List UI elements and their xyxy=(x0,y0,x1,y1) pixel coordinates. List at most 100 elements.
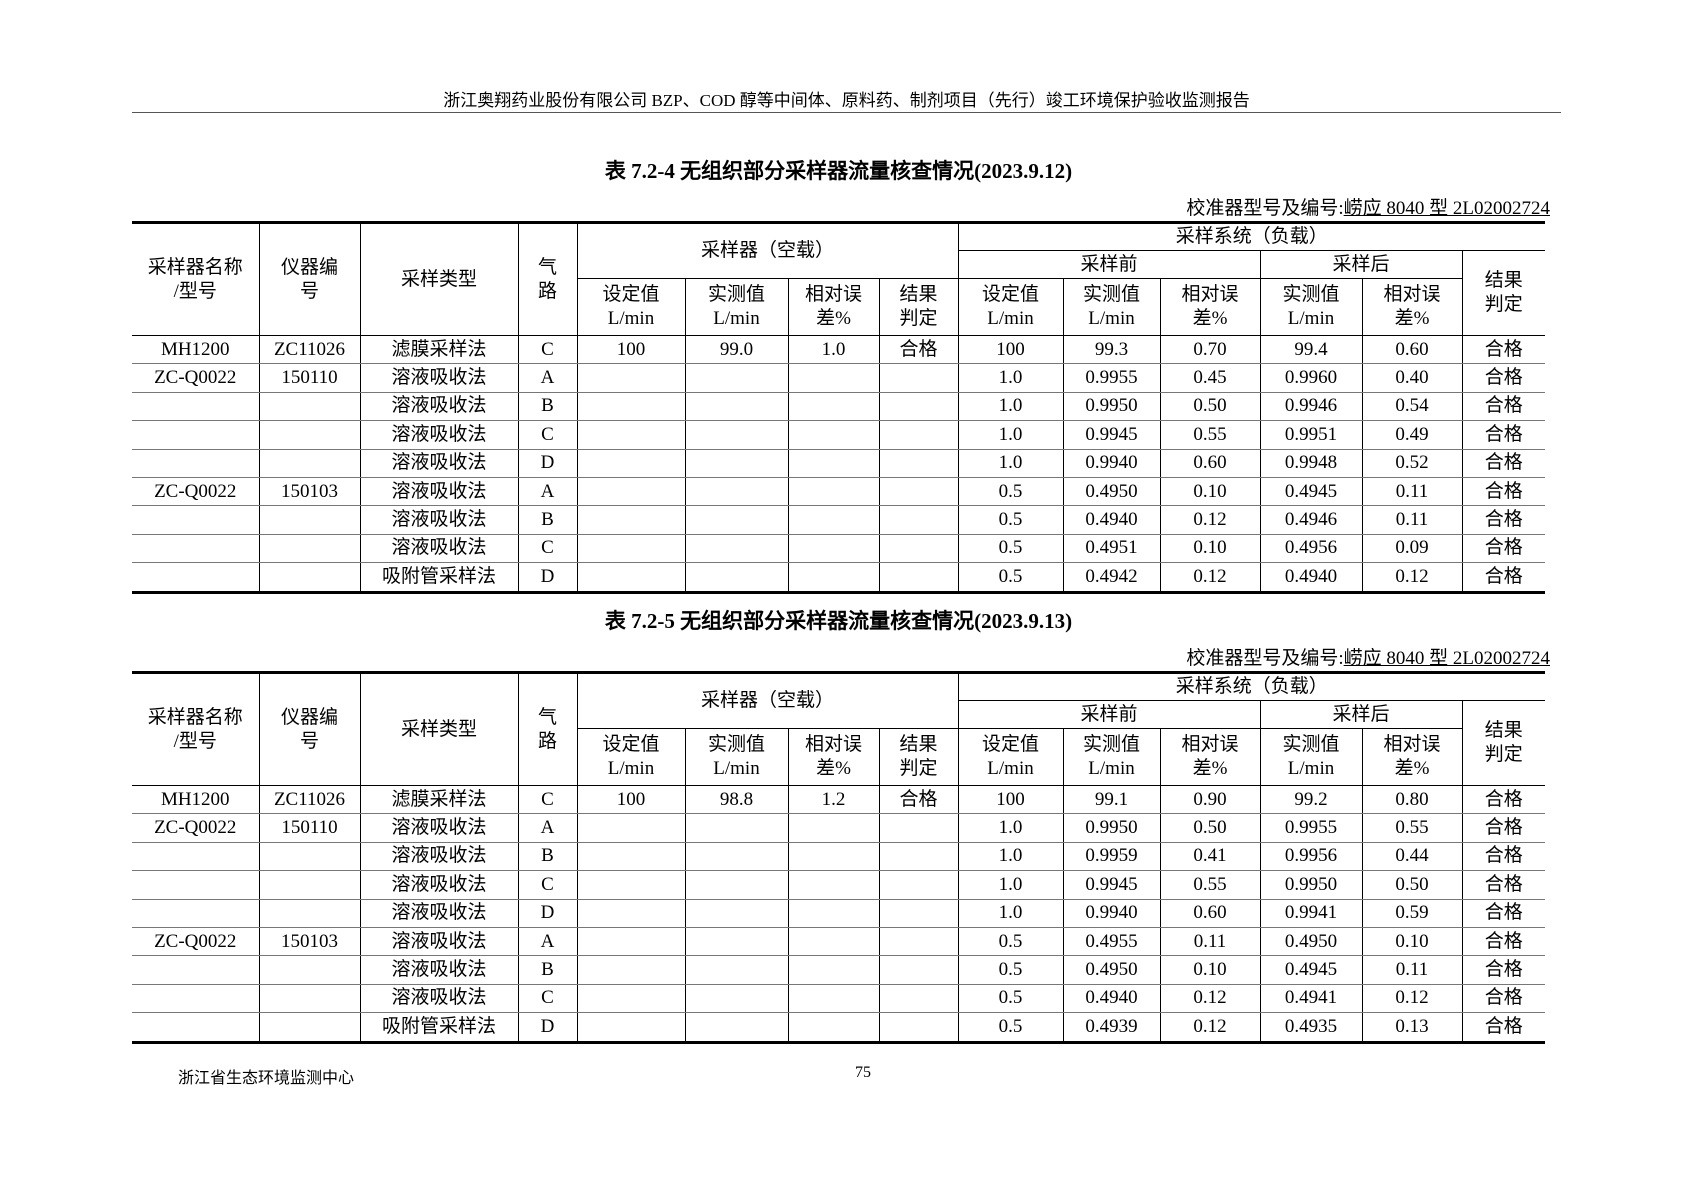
cell-noload-measured xyxy=(684,533,789,564)
header-line: L/min xyxy=(1287,758,1335,779)
cell-after-measured: 0.9941 xyxy=(1259,898,1363,928)
cell-noload-error xyxy=(787,476,880,507)
cell-sampling-type: 溶液吸收法 xyxy=(359,476,519,507)
cell-noload-measured xyxy=(684,841,789,872)
cell-before-error: 0.12 xyxy=(1159,1012,1261,1044)
cell-sampler-name xyxy=(132,898,260,928)
cell-noload-result xyxy=(878,870,959,900)
cell-noload-measured: 98.8 xyxy=(684,784,789,815)
cell-after-measured: 0.9951 xyxy=(1259,420,1363,450)
header-line: 仪器编 xyxy=(280,256,338,278)
cell-before-set: 100 xyxy=(957,334,1064,365)
header-line: 设定值 xyxy=(602,284,660,305)
cell-noload-set xyxy=(576,898,686,928)
cell-noload-error: 1.2 xyxy=(787,784,880,815)
table-header: 采样器名称/型号 仪器编号采样类型气路采样器（空载） 采样系统（负载） 采样前 采样后结… xyxy=(132,221,1546,336)
cell-gas-path: D xyxy=(517,562,578,594)
cell-result: 合格 xyxy=(1461,784,1546,815)
cell-noload-measured xyxy=(684,983,789,1014)
calibration-label: 校准器型号及编号: xyxy=(1186,198,1344,219)
cell-instrument-id xyxy=(258,533,361,564)
cell-noload-set xyxy=(576,562,686,594)
cell-sampler-name xyxy=(132,533,260,564)
cell-noload-error xyxy=(787,363,880,393)
cell-sampling-type: 吸附管采样法 xyxy=(359,562,519,594)
cell-sampling-type: 溶液吸收法 xyxy=(359,391,519,422)
header-line: L/min xyxy=(713,758,760,779)
header-line: 实测值 xyxy=(707,284,765,305)
cell-gas-path: A xyxy=(517,476,578,507)
cell-before-error: 0.55 xyxy=(1159,420,1261,450)
header-line: 设定值 xyxy=(982,284,1040,305)
cell-sampler-name xyxy=(132,841,260,872)
header-row: 设定值 L/min 实测值 L/min 相对误 差% 结果 判定 设定值 L/min 实测值 L/mi… xyxy=(132,728,1545,786)
cell-before-measured: 0.4950 xyxy=(1062,955,1161,985)
header-line: 差% xyxy=(1192,308,1228,329)
cell-before-set: 0.5 xyxy=(957,533,1064,564)
cell-sampler-name xyxy=(132,870,260,900)
cell-noload-measured xyxy=(684,1012,789,1044)
cell-sampling-type: 滤膜采样法 xyxy=(359,334,519,365)
cell-result: 合格 xyxy=(1461,870,1546,900)
cell-before-measured: 99.1 xyxy=(1062,784,1161,815)
cell-after-error: 0.11 xyxy=(1361,505,1463,535)
header-line: 气 xyxy=(537,256,557,278)
header-line: 实测值 xyxy=(1083,284,1141,305)
header-line: L/min xyxy=(607,308,655,329)
cell-after-error: 0.60 xyxy=(1361,334,1463,365)
cell-gas-path: D xyxy=(517,448,578,478)
header-line: 仪器编 xyxy=(280,706,338,728)
table-row: 吸附管采样法 D 0.5 0.4942 0.12 0.4940 0.12 合格 xyxy=(132,562,1546,594)
header-row: 采样器名称/型号 仪器编号采样类型气路采样器（空载） 采样系统（负载） xyxy=(132,671,1546,786)
running-header: 浙江奥翔药业股份有限公司 BZP、COD 醇等中间体、原料药、制剂项目（先行）竣… xyxy=(443,91,1250,110)
table-row: 溶液吸收法 B 1.0 0.9950 0.50 0.9946 0.54 合格 xyxy=(132,391,1546,422)
cell-noload-set xyxy=(576,448,686,478)
header-line: L/min xyxy=(1088,308,1135,329)
cell-after-error: 0.11 xyxy=(1361,476,1463,507)
cell-before-measured: 0.9959 xyxy=(1062,841,1161,872)
header-line: 实测值 xyxy=(1282,284,1340,305)
cell-noload-set xyxy=(576,870,686,900)
cell-before-error: 0.50 xyxy=(1159,813,1261,843)
cell-noload-measured xyxy=(684,562,789,594)
cell-noload-set xyxy=(576,955,686,985)
cell-instrument-id: ZC11026 xyxy=(258,784,361,815)
calibration-value: 崂应 8040 型 2L02002724 xyxy=(1343,648,1550,669)
cell-after-error: 0.50 xyxy=(1361,870,1463,900)
footer-organization: 浙江省生态环境监测中心 xyxy=(178,1070,355,1087)
header-line: 结果 xyxy=(1484,270,1523,291)
header-line: /型号 xyxy=(173,730,217,752)
header-line: L/min xyxy=(1088,758,1135,779)
cell-before-set: 0.5 xyxy=(957,983,1064,1014)
cell-noload-result xyxy=(878,476,959,507)
header-sampler-name: 采样器名称/型号 xyxy=(132,671,260,786)
header-line: L/min xyxy=(607,758,655,779)
cell-sampler-name: MH1200 xyxy=(132,784,260,815)
cell-noload-result xyxy=(878,363,959,393)
cell-noload-error xyxy=(787,870,880,900)
cell-after-measured: 0.9950 xyxy=(1259,870,1363,900)
header-load: 采样系统（负载） xyxy=(957,671,1546,701)
header-row: 采样前 采样后 结果 判定 xyxy=(132,250,1546,336)
cell-before-measured: 0.4955 xyxy=(1062,926,1161,957)
cell-sampling-type: 滤膜采样法 xyxy=(359,784,519,815)
header-line: 结果 xyxy=(899,284,938,305)
cell-before-set: 100 xyxy=(957,784,1064,815)
cell-gas-path: D xyxy=(517,1012,578,1044)
table-row: 溶液吸收法 C 0.5 0.4951 0.10 0.4956 0.09 合格 xyxy=(132,533,1546,564)
table-row: 溶液吸收法 D 1.0 0.9940 0.60 0.9948 0.52 合格 xyxy=(132,448,1546,478)
cell-noload-set xyxy=(576,841,686,872)
cell-after-measured: 99.2 xyxy=(1259,784,1363,815)
cell-noload-set xyxy=(576,983,686,1014)
cell-noload-measured xyxy=(684,926,789,957)
header-line: 实测值 xyxy=(707,734,765,755)
header-line: 判定 xyxy=(899,758,938,779)
table-title: 表 7.2-4 无组织部分采样器流量核查情况(2023.9.12) xyxy=(604,159,1073,183)
cell-after-error: 0.80 xyxy=(1361,784,1463,815)
cell-after-error: 0.44 xyxy=(1361,841,1463,872)
header-row: 采样器名称/型号 仪器编号采样类型气路采样器（空载） 采样系统（负载） xyxy=(132,221,1546,336)
calibration-info: 校准器型号及编号:崂应 8040 型 2L02002724 xyxy=(1186,193,1550,220)
table-header: 采样器名称/型号 仪器编号采样类型气路采样器（空载） 采样系统（负载） 采样前 采样后结… xyxy=(132,671,1546,786)
header-before-set: 设定值 L/min xyxy=(957,728,1064,786)
header-after-measured: 实测值 L/min xyxy=(1259,278,1363,336)
